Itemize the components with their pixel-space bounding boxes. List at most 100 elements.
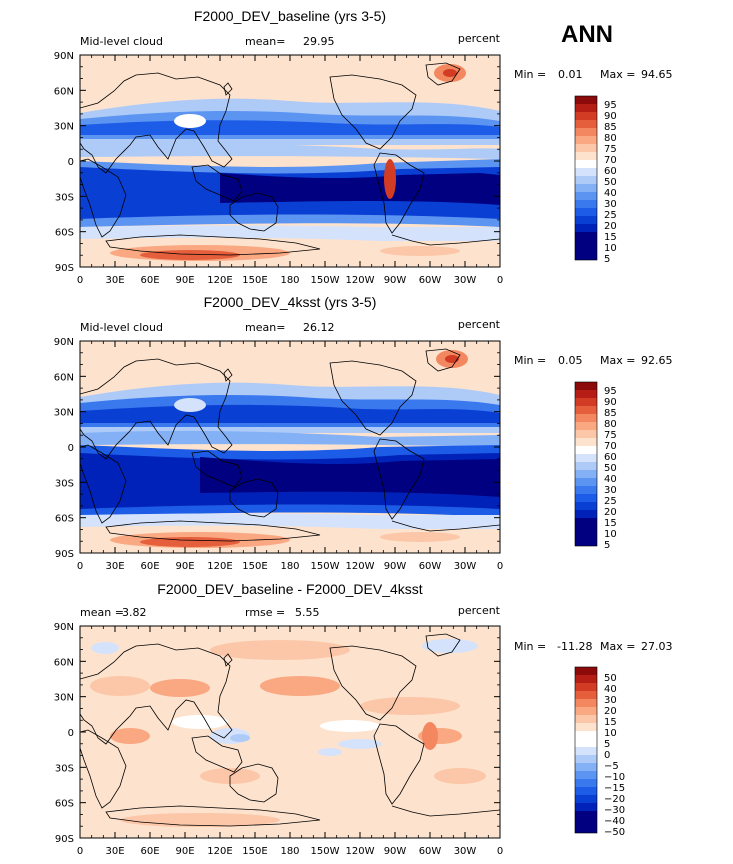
panel-3-rmse-value: 5.55 bbox=[295, 606, 320, 619]
cb1-label: 80 bbox=[604, 133, 617, 144]
cb1-label: 40 bbox=[604, 188, 617, 199]
cb2-label: 90 bbox=[604, 397, 617, 408]
cb1-label: 75 bbox=[604, 144, 617, 155]
cb3-label: −30 bbox=[604, 805, 625, 816]
cb1-label: 90 bbox=[604, 111, 617, 122]
panel-1-lon-tick-label: 60E bbox=[140, 275, 159, 286]
panel-3-lat-tick-label: 60N bbox=[54, 657, 74, 668]
panel-1-lon-tick-label: 180 bbox=[280, 275, 299, 286]
panel-2-lon-tick-label: 0 bbox=[497, 561, 503, 572]
panel-3-map bbox=[80, 626, 500, 838]
cb1-label: 25 bbox=[604, 210, 617, 221]
panel-1: F2000_DEV_baseline (yrs 3-5) Mid-level c… bbox=[79, 8, 673, 268]
panel-3-colorbar: 50 40 30 20 15 10 5 0 −5 −10 −15 −20 −30… bbox=[574, 666, 625, 838]
panel-3-max-label: Max = bbox=[600, 640, 635, 653]
panel-1-lat-tick-label: 30N bbox=[54, 122, 74, 133]
cb2-label: 30 bbox=[604, 485, 617, 496]
panel-3-lon-tick-label: 30E bbox=[105, 846, 124, 857]
cb1-label: 50 bbox=[604, 177, 617, 188]
cb2-label: 20 bbox=[604, 507, 617, 518]
panel-2-lon-tick-label: 30E bbox=[105, 561, 124, 572]
panel-1-lat-tick-label: 0 bbox=[68, 157, 74, 168]
panel-2-max-value: 92.65 bbox=[641, 354, 673, 367]
cb3-label: −20 bbox=[604, 794, 625, 805]
panel-2-lat-tick-label: 0 bbox=[68, 443, 74, 454]
panel-3-lat-tick-label: 30S bbox=[55, 763, 74, 774]
axes: 90N 60N 30N 0 30S 60S 90S 0 30E 60E 90E 120E 150E 180… bbox=[54, 51, 503, 857]
panel-1-mean-label: mean= bbox=[245, 35, 285, 48]
panel-3-lon-tick-label: 120E bbox=[207, 846, 232, 857]
cb3-label: −10 bbox=[604, 772, 625, 783]
panel-2-lon-tick-label: 30W bbox=[454, 561, 477, 572]
panel-2-units: percent bbox=[458, 318, 501, 331]
panel-3-lon-tick-label: 90W bbox=[384, 846, 407, 857]
panel-3-mean-value: 3.82 bbox=[122, 606, 147, 619]
season-label: ANN bbox=[561, 21, 613, 48]
panel-2-lat-tick-label: 90S bbox=[55, 549, 74, 560]
cb1-label: 15 bbox=[604, 232, 617, 243]
cb1-label: 5 bbox=[604, 254, 610, 265]
panel-1-lon-tick-label: 30E bbox=[105, 275, 124, 286]
panel-2-lon-tick-label: 60E bbox=[140, 561, 159, 572]
panel-2-lon-tick-label: 90W bbox=[384, 561, 407, 572]
cb3-label: −5 bbox=[604, 761, 619, 772]
panel-3-max-value: 27.03 bbox=[641, 640, 673, 653]
cb3-label: 50 bbox=[604, 673, 617, 684]
panel-2: F2000_DEV_4ksst (yrs 3-5) Mid-level clou… bbox=[79, 294, 673, 554]
cb1-label: 30 bbox=[604, 199, 617, 210]
panel-1-lon-tick-label: 90W bbox=[384, 275, 407, 286]
cb3-label: −40 bbox=[604, 816, 625, 827]
panel-3-lon-tick-label: 120W bbox=[346, 846, 375, 857]
panel-2-lat-tick-label: 90N bbox=[54, 337, 74, 348]
panel-1-variable-label: Mid-level cloud bbox=[80, 35, 163, 48]
cb2-label: 50 bbox=[604, 463, 617, 474]
panel-1-map bbox=[80, 55, 500, 267]
cb2-label: 85 bbox=[604, 408, 617, 419]
cb2-label: 15 bbox=[604, 518, 617, 529]
cb2-label: 60 bbox=[604, 452, 617, 463]
panel-3-lat-tick-label: 90N bbox=[54, 622, 74, 633]
panel-3-mean-label: mean = bbox=[80, 606, 124, 619]
panel-2-lon-tick-label: 180 bbox=[280, 561, 299, 572]
panel-2-title: F2000_DEV_4ksst (yrs 3-5) bbox=[204, 294, 377, 310]
panel-3-lon-tick-label: 180 bbox=[280, 846, 299, 857]
panel-2-max-label: Max = bbox=[600, 354, 635, 367]
panel-1-title: F2000_DEV_baseline (yrs 3-5) bbox=[194, 8, 386, 24]
panel-2-map bbox=[80, 341, 500, 553]
cb3-label: 0 bbox=[604, 750, 610, 761]
panel-3-title: F2000_DEV_baseline - F2000_DEV_4ksst bbox=[157, 581, 422, 597]
panel-3-lon-tick-label: 60E bbox=[140, 846, 159, 857]
panel-3-lon-tick-label: 150W bbox=[311, 846, 340, 857]
cb2-label: 5 bbox=[604, 540, 610, 551]
panel-1-units: percent bbox=[458, 32, 501, 45]
panel-2-mean-value: 26.12 bbox=[303, 321, 335, 334]
cb3-label: 40 bbox=[604, 684, 617, 695]
panel-1-lat-tick-label: 30S bbox=[55, 192, 74, 203]
panel-1-lon-tick-label: 30W bbox=[454, 275, 477, 286]
panel-3-lat-tick-label: 60S bbox=[55, 799, 74, 810]
panel-3-lat-tick-label: 30N bbox=[54, 693, 74, 704]
panel-3-lon-tick-label: 0 bbox=[77, 846, 83, 857]
cb3-label: 15 bbox=[604, 717, 617, 728]
panel-2-lat-tick-label: 30N bbox=[54, 408, 74, 419]
cb3-label: 20 bbox=[604, 706, 617, 717]
cb1-label: 85 bbox=[604, 122, 617, 133]
cb2-label: 95 bbox=[604, 386, 617, 397]
panel-1-lon-tick-label: 90E bbox=[175, 275, 194, 286]
cb3-label: 5 bbox=[604, 739, 610, 750]
panel-3-lon-tick-label: 30W bbox=[454, 846, 477, 857]
panel-2-lat-tick-label: 60S bbox=[55, 514, 74, 525]
panel-1-min-value: 0.01 bbox=[558, 68, 583, 81]
cb2-label: 25 bbox=[604, 496, 617, 507]
panel-3-min-label: Min = bbox=[514, 640, 546, 653]
panel-1-lon-tick-label: 150E bbox=[242, 275, 267, 286]
panel-2-lon-tick-label: 90E bbox=[175, 561, 194, 572]
panel-1-lat-tick-label: 90S bbox=[55, 263, 74, 274]
panel-2-mean-label: mean= bbox=[245, 321, 285, 334]
panel-3-lon-tick-label: 150E bbox=[242, 846, 267, 857]
panel-2-lon-tick-label: 120W bbox=[346, 561, 375, 572]
panel-2-lat-tick-label: 30S bbox=[55, 478, 74, 489]
cb1-label: 20 bbox=[604, 221, 617, 232]
panel-3-min-value: -11.28 bbox=[557, 640, 592, 653]
